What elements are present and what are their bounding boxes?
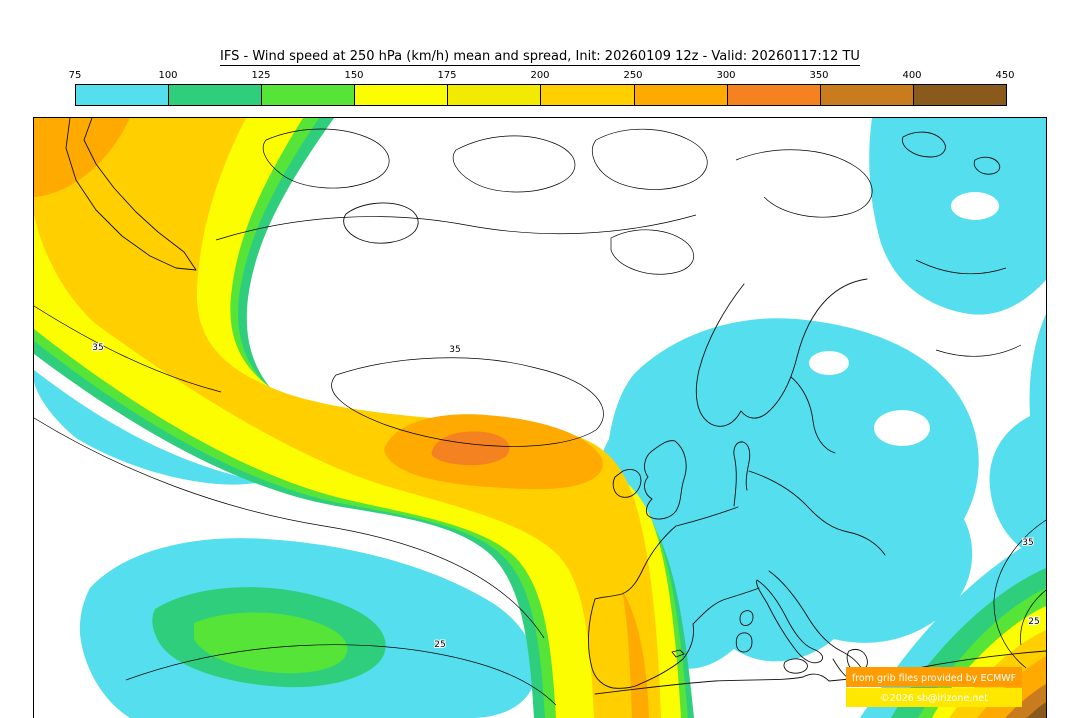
- colorbar-tick: 250: [623, 70, 643, 81]
- colorbar-tick: 150: [344, 70, 364, 81]
- spread-contour: [33, 417, 545, 639]
- attribution-copyright-text: ©2026 sb@irizone.net: [880, 693, 988, 704]
- colorbar-segment: [76, 85, 169, 105]
- spread-contours: [33, 128, 1047, 706]
- spread-contour: [215, 214, 697, 241]
- fill-corner-dark-brown: [1026, 702, 1046, 718]
- colorbar-segment: [912, 85, 1006, 105]
- attribution-copyright-box: [846, 688, 1022, 707]
- colorbar-tick: 350: [809, 70, 829, 81]
- colorbar-tick: 100: [158, 70, 178, 81]
- coastline-iceland: [343, 202, 419, 244]
- coastline-west-europe-iberia: [588, 506, 760, 689]
- fill-cyan-top-right: [869, 118, 1046, 315]
- coastline-denmark: [733, 441, 751, 507]
- colorbar: [75, 84, 1007, 106]
- fill-jet-orange-corner: [34, 118, 130, 197]
- colorbar-tick: 75: [68, 70, 82, 81]
- colorbar-segment: [819, 85, 913, 105]
- spread-contour: [993, 519, 1047, 669]
- contour-labels: 35 35 25 35 25: [91, 342, 1040, 651]
- colorbar-segment: [726, 85, 820, 105]
- attribution: from grib files provided by ECMWF ©2026 …: [846, 667, 1022, 707]
- spread-contour: [262, 128, 390, 189]
- contour-label: 35: [449, 345, 460, 355]
- colorbar-tick: 450: [995, 70, 1015, 81]
- wind-speed-fills: [34, 118, 1046, 718]
- coastline-ireland: [612, 469, 642, 498]
- spread-contour: [610, 229, 694, 275]
- low-spread-hole: [874, 410, 930, 446]
- spread-contour: [915, 259, 1022, 357]
- colorbar-tick: 200: [530, 70, 550, 81]
- coastline-baltic-finland: [748, 376, 886, 556]
- colorbar-segment: [168, 85, 262, 105]
- colorbar-segment: [447, 85, 541, 105]
- spread-contour: [452, 135, 576, 193]
- fill-cyan-left-strip: [34, 370, 262, 485]
- spread-contour: [33, 305, 222, 393]
- coastline-north-africa: [594, 650, 1047, 695]
- fill-cyan-right-blob: [989, 410, 1046, 560]
- fill-jet-dark-core: [431, 431, 510, 466]
- fill-cyan-europe: [596, 318, 979, 669]
- coastline-arctic-islands: [901, 131, 1001, 175]
- colorbar-tick: 400: [902, 70, 922, 81]
- colorbar-tick: 300: [716, 70, 736, 81]
- fill-jet-orange-bottom: [622, 590, 649, 718]
- fill-corner-brown: [1005, 684, 1046, 718]
- coastline-scandinavia: [695, 278, 868, 427]
- low-spread-hole: [809, 351, 849, 375]
- coastline-great-britain: [644, 440, 687, 520]
- map-title: IFS - Wind speed at 250 hPa (km/h) mean …: [0, 49, 1080, 66]
- colorbar-tick: 125: [251, 70, 271, 81]
- colorbar-tick: 175: [437, 70, 457, 81]
- contour-label: 35: [1022, 538, 1033, 548]
- coastline-italy-sicily: [756, 579, 824, 674]
- colorbar-ticks: 75 100 125 150 175 200 250 300 350 400 450: [69, 70, 1015, 83]
- attribution-provider-box: [846, 667, 1022, 687]
- low-spread-hole: [951, 192, 999, 220]
- contour-label: 35: [92, 343, 103, 353]
- spread-contour: [125, 644, 557, 706]
- map-panel: 35 35 25 35 25 from grib files provided by E…: [33, 117, 1047, 718]
- fill-green-bottom-left-core: [194, 612, 348, 674]
- spread-contour: [735, 149, 873, 218]
- contour-label: 25: [434, 640, 445, 650]
- fill-jet-gold: [34, 118, 661, 718]
- colorbar-segment: [540, 85, 634, 105]
- coastlines: [65, 117, 1047, 695]
- coastline-mediterranean-islands: [671, 610, 754, 658]
- spread-contour: [592, 128, 708, 190]
- weather-map: 35 35 25 35 25 from grib files provided by E…: [33, 117, 1047, 718]
- coastline-greenland: [65, 117, 197, 271]
- map-title-text: IFS - Wind speed at 250 hPa (km/h) mean …: [220, 49, 860, 66]
- contour-label: 25: [1028, 617, 1039, 627]
- colorbar-segment: [354, 85, 448, 105]
- attribution-provider-text: from grib files provided by ECMWF: [852, 673, 1016, 684]
- colorbar-segment: [261, 85, 355, 105]
- spread-contour: [331, 357, 604, 447]
- colorbar-segment: [633, 85, 727, 105]
